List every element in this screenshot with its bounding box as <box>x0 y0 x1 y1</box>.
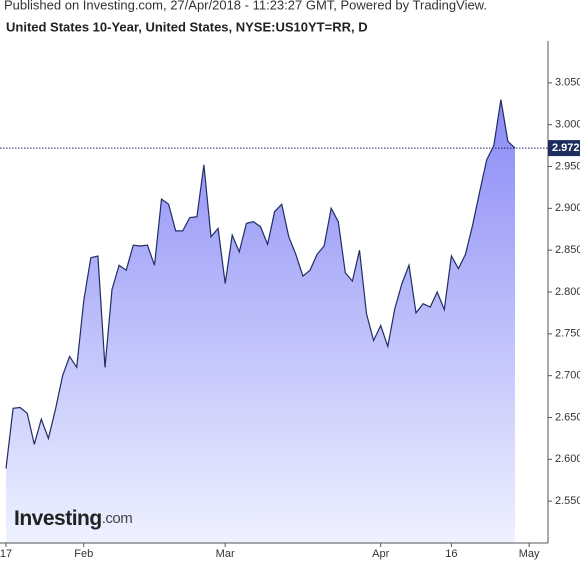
x-tick-label: May <box>519 548 540 560</box>
y-tick-label: 2.900 <box>555 202 580 214</box>
header: Published on Investing.com, 27/Apr/2018 … <box>4 0 487 12</box>
chart-title: United States 10-Year, United States, NY… <box>6 19 368 34</box>
x-tick-label: Feb <box>74 548 93 560</box>
y-tick-label: 2.600 <box>555 453 580 465</box>
y-tick-label: 2.850 <box>555 244 580 256</box>
y-tick-label: 2.950 <box>555 160 580 172</box>
y-tick-label: 3.000 <box>555 119 580 131</box>
y-tick-label: 3.050 <box>555 77 580 89</box>
y-tick-label: 2.650 <box>555 411 580 423</box>
y-tick-label: 2.800 <box>555 286 580 298</box>
x-tick-label: Mar <box>216 548 235 560</box>
y-tick-label: 2.750 <box>555 328 580 340</box>
x-tick-label: Apr <box>372 548 389 560</box>
area <box>6 99 515 543</box>
price-box <box>548 140 580 157</box>
logo-suffix: .com <box>102 510 133 527</box>
line <box>5 99 516 469</box>
y-tick-label: 2.550 <box>555 495 580 507</box>
x-tick-label: 16 <box>445 548 457 560</box>
logo-text: Investing <box>14 507 102 530</box>
x-tick-label: 17 <box>0 548 12 560</box>
y-tick-label: 2.700 <box>555 370 580 382</box>
plot <box>5 99 516 543</box>
logo: Investing.com <box>14 507 132 530</box>
price-label: 2.972 <box>552 142 580 154</box>
